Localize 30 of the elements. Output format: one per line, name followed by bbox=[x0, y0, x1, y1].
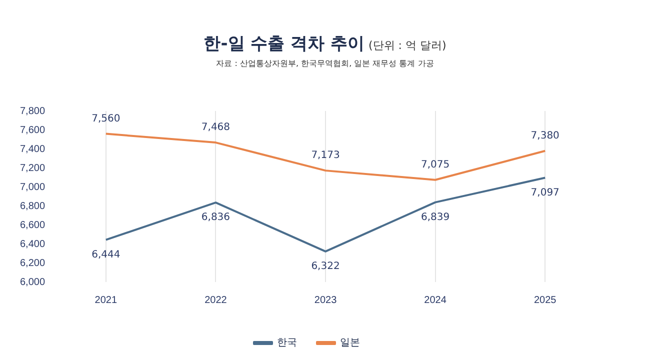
y-tick-label: 7,200 bbox=[20, 162, 46, 174]
data-label: 6,322 bbox=[311, 261, 340, 272]
data-label: 7,173 bbox=[311, 150, 340, 162]
legend-label: 한국 bbox=[277, 338, 297, 349]
y-tick-label: 7,000 bbox=[20, 182, 46, 193]
data-label: 7,380 bbox=[530, 130, 560, 142]
y-tick-label: 6,600 bbox=[20, 220, 46, 231]
y-tick-label: 7,800 bbox=[20, 106, 46, 117]
data-label: 7,468 bbox=[201, 122, 230, 134]
x-tick-label: 2024 bbox=[424, 294, 447, 306]
y-tick-label: 6,200 bbox=[20, 258, 46, 269]
data-label: 7,097 bbox=[530, 187, 560, 198]
chart-title: 한-일 수출 격차 추이 bbox=[204, 34, 365, 54]
x-tick-label: 2021 bbox=[94, 294, 118, 306]
y-tick-label: 7,600 bbox=[20, 124, 46, 136]
x-tick-label: 2023 bbox=[314, 294, 338, 306]
y-tick-label: 7,400 bbox=[20, 144, 46, 155]
x-tick-label: 2025 bbox=[534, 294, 557, 306]
chart-subtitle: 자료 : 산업통상자원부, 한국무역협회, 일본 재무성 통계 가공 bbox=[215, 58, 435, 69]
data-label: 7,075 bbox=[420, 159, 450, 170]
data-label: 7,560 bbox=[92, 113, 120, 124]
text: (단위 : 억 달러) bbox=[368, 39, 446, 52]
data-label: 6,444 bbox=[92, 249, 120, 260]
data-label: 6,836 bbox=[201, 212, 230, 224]
legend-label: 일본 bbox=[340, 338, 360, 349]
data-label: 6,839 bbox=[420, 212, 450, 223]
y-tick-label: 6,800 bbox=[20, 200, 46, 212]
y-tick-label: 6,000 bbox=[20, 276, 46, 288]
x-tick-label: 2022 bbox=[204, 294, 228, 306]
y-tick-label: 6,400 bbox=[20, 238, 46, 250]
